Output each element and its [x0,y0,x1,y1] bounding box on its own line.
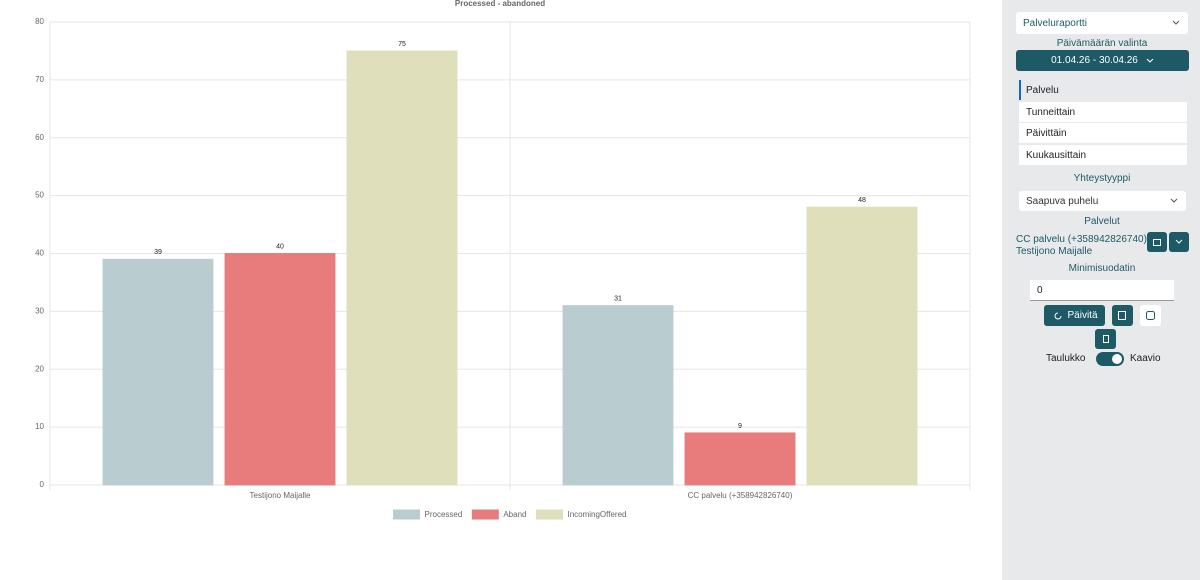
report-select[interactable]: Palveluraportti [1016,12,1188,34]
value-label: 48 [858,197,866,204]
y-tick-label: 80 [35,17,44,26]
grouping-item[interactable]: Kuukausittain [1019,145,1187,165]
y-tick-label: 0 [40,480,45,489]
icon [1055,312,1062,319]
expand-button[interactable] [1169,232,1189,252]
refresh-text: Päivitä [1067,310,1098,321]
date-range: 01.04.26 - 30.04.26 [1051,55,1138,66]
value-label: 40 [276,243,284,250]
y-tick-label: 50 [35,191,44,200]
bar [684,432,796,486]
value-label: 75 [398,41,406,48]
table-button[interactable] [1140,305,1161,326]
legend-swatch [471,509,499,520]
y-tick-label: 30 [35,306,44,315]
toggle-left-label: Taulukko [1046,353,1086,364]
icon [1118,311,1126,320]
contact-type-select[interactable]: Saapuva puhelu [1019,191,1186,211]
value-label: 9 [738,423,742,430]
grouping-item[interactable]: Päivittäin [1019,123,1187,143]
min-filter-input[interactable]: 0 [1030,280,1174,301]
date-label: Päivämäärän valinta [1056,38,1148,49]
value-label: 31 [614,295,622,302]
icon [1146,311,1155,320]
chevron [1170,198,1178,203]
bar [224,253,336,486]
legend-swatch [535,509,563,520]
bar [806,206,918,486]
grouping-item[interactable]: Palvelu [1019,80,1187,100]
legend-label: IncomingOffered [567,510,626,519]
sidebar: Palveluraportti Päivämäärän valinta 01.0… [1002,0,1200,580]
min-filter-label: Minimisuodatin [1068,263,1136,274]
y-tick-label: 10 [35,422,44,431]
copy-button[interactable] [1095,329,1116,349]
legend-label: Processed [425,510,463,519]
bar [562,305,674,486]
toggle-right-label: Kaavio [1130,353,1161,364]
icon [1153,238,1161,246]
bar [346,50,458,486]
export-button[interactable] [1112,305,1133,326]
refresh-button[interactable]: Päivitä [1044,305,1105,326]
contact-type-text: Saapuva puhelu [1026,195,1099,207]
y-tick-label: 20 [35,364,44,373]
contact-type-label: Yhteystyyppi [1073,173,1131,184]
date-button[interactable]: 01.04.26 - 30.04.26 [1016,50,1189,71]
y-tick-label: 40 [35,249,44,258]
legend-label: Aband [503,510,526,519]
services-label: Palvelut [1084,216,1120,227]
grouping-item[interactable]: Tunneittain [1019,102,1187,122]
chevron [1172,20,1180,25]
bar [102,258,214,486]
value-label: 39 [154,249,162,256]
chart-title: Processed - abandoned [455,0,545,8]
y-tick-label: 60 [35,133,44,142]
icon [1175,239,1183,244]
chevron [1146,58,1154,63]
view-toggle[interactable] [1096,352,1124,366]
x-tick-label: CC palvelu (+358942826740) [688,491,793,500]
legend-swatch [393,509,421,520]
folder-button[interactable] [1147,232,1167,252]
icon [1102,334,1109,343]
chart: Processed - abandoned 0 10 20 30 40 50 60 70 80 T… [35,0,971,520]
service-item: CC palvelu (+358942826740) [1016,234,1147,245]
report-select-text: Palveluraportti [1023,17,1087,29]
y-tick-label: 70 [35,75,44,84]
service-item: Testijono Maijalle [1016,246,1093,257]
x-tick-label: Testijono Maijalle [250,491,311,500]
